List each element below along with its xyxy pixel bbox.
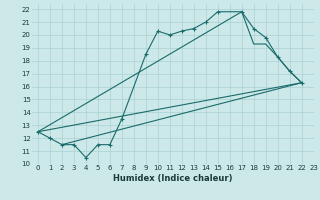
- X-axis label: Humidex (Indice chaleur): Humidex (Indice chaleur): [113, 174, 233, 183]
